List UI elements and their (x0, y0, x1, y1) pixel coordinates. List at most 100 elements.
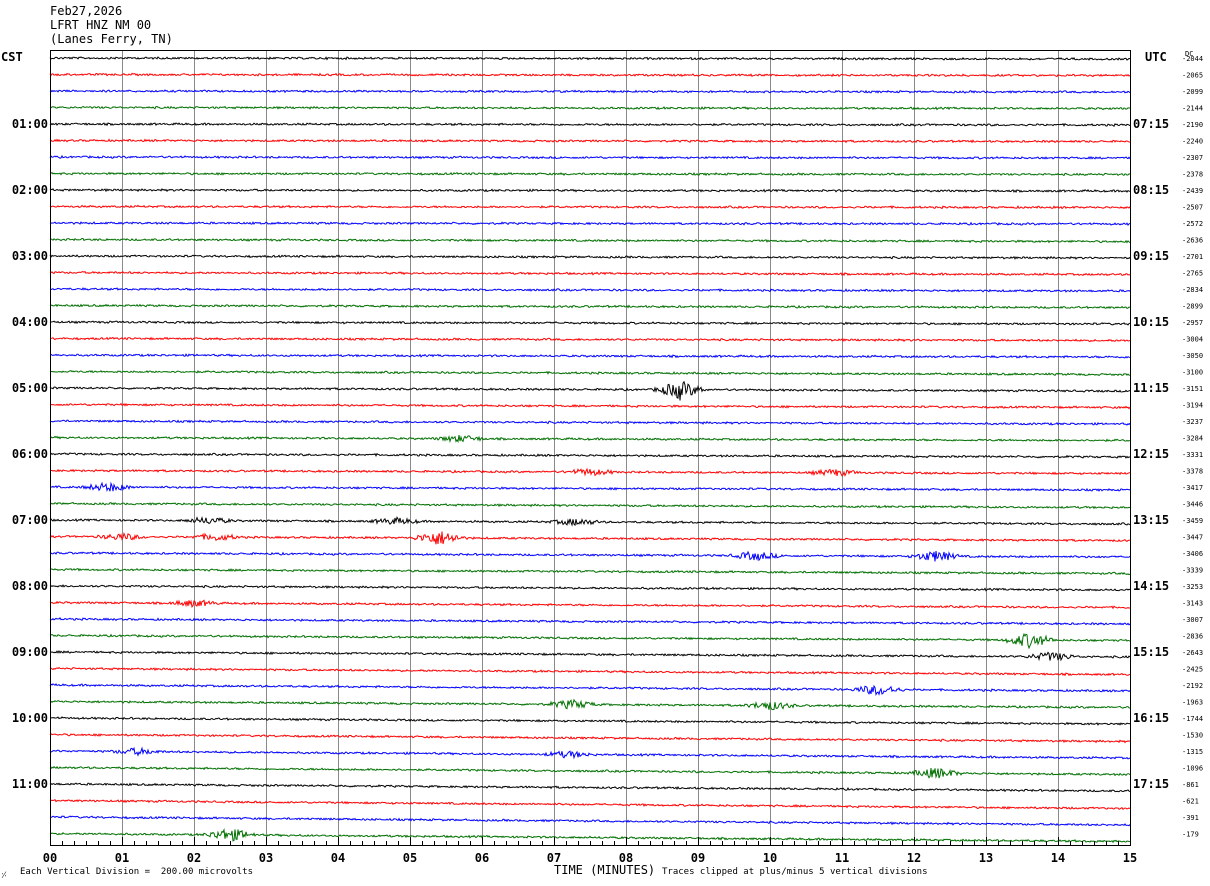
seismic-trace (49, 550, 1131, 562)
dc-offset-label: -3447 (1182, 534, 1203, 542)
dc-offset-label: -3339 (1182, 567, 1203, 575)
dc-offset-label: -1530 (1182, 732, 1203, 740)
dc-offset-label: -2957 (1182, 319, 1203, 327)
seismic-trace (49, 765, 1131, 779)
dc-offset-label: -2572 (1182, 220, 1203, 228)
x-tick-label: 12 (907, 851, 921, 865)
dc-offset-label: -2065 (1182, 72, 1203, 80)
x-axis-title: TIME (MINUTES) (554, 863, 656, 877)
x-tick-label: 03 (259, 851, 273, 865)
seismic-traces (49, 56, 1131, 844)
dc-offset-label: -2192 (1182, 682, 1203, 690)
right-hour-label: 15:15 (1133, 645, 1169, 659)
station-location: (Lanes Ferry, TN) (50, 32, 173, 46)
dc-offset-label: -3331 (1182, 451, 1203, 459)
right-hour-label: 10:15 (1133, 315, 1169, 329)
left-hour-label: 06:00 (12, 447, 48, 461)
dc-offset-label: -2834 (1182, 286, 1203, 294)
seismic-trace (49, 188, 1131, 194)
seismic-trace (49, 237, 1131, 244)
x-tick-label: 14 (1051, 851, 1065, 865)
seismic-trace (50, 353, 1131, 359)
left-hour-label: 05:00 (12, 381, 48, 395)
clip-note: Traces clipped at plus/minus 5 vertical … (662, 867, 928, 877)
dc-offset-label: -3378 (1182, 468, 1203, 476)
seismic-trace (49, 501, 1131, 510)
right-timezone-label: UTC (1145, 50, 1167, 64)
left-hour-label: 01:00 (12, 117, 48, 131)
left-hour-label: 10:00 (12, 711, 48, 725)
left-hour-label: 04:00 (12, 315, 48, 329)
x-axis: 00 01 02 03 04 05 06 07 08 09 10 11 12 13 14 15 (43, 837, 1137, 865)
seismic-trace (50, 452, 1131, 459)
seismic-trace (49, 380, 1131, 401)
right-hour-label: 12:15 (1133, 447, 1169, 461)
seismic-trace (49, 105, 1130, 111)
left-hour-label: 07:00 (12, 513, 48, 527)
x-tick-label: 02 (187, 851, 201, 865)
x-tick-label: 06 (475, 851, 489, 865)
left-timezone-label: CST (1, 50, 23, 64)
scale-note: Each Vertical Division = 200.00 microvol… (20, 867, 253, 877)
dc-offset-label: -3406 (1182, 550, 1203, 558)
x-tick-label: 10 (763, 851, 777, 865)
left-hour-label: 02:00 (12, 183, 48, 197)
seismic-trace (49, 516, 1131, 527)
seismic-trace (49, 254, 1131, 260)
seismic-trace (49, 746, 1131, 760)
dc-offset-label: -1963 (1182, 699, 1203, 707)
seismic-trace (49, 56, 1131, 61)
dc-offset-label: -3446 (1182, 501, 1203, 509)
x-tick-label: 13 (979, 851, 993, 865)
dc-offset-label: -3459 (1182, 517, 1203, 525)
dc-offset-label: -3004 (1182, 336, 1203, 344)
dc-offset-label: -3007 (1182, 616, 1203, 624)
dc-offset-label: -3100 (1182, 369, 1203, 377)
plot-frame (50, 50, 1131, 846)
seismic-trace (49, 204, 1131, 210)
x-tick-label: 09 (691, 851, 705, 865)
x-tick-label: 07 (547, 851, 561, 865)
right-hour-label: 14:15 (1133, 579, 1169, 593)
dc-offset-label: -1096 (1182, 765, 1203, 773)
dc-offset-label: -2765 (1182, 270, 1203, 278)
right-hour-label: 17:15 (1133, 777, 1169, 791)
seismic-trace (49, 270, 1131, 277)
right-hour-label: 16:15 (1133, 711, 1169, 725)
right-hour-label: 09:15 (1133, 249, 1169, 263)
grid-lines (122, 50, 1059, 845)
seismic-trace (49, 782, 1131, 793)
dc-offset-label: -179 (1182, 831, 1199, 839)
seismic-trace (49, 89, 1131, 94)
plot-border (50, 50, 1131, 846)
dc-offset-label: -2439 (1182, 187, 1203, 195)
seismic-trace (49, 599, 1131, 610)
x-tick-label: 05 (403, 851, 417, 865)
seismic-trace (49, 402, 1131, 410)
dc-offset-label: -3143 (1182, 600, 1203, 608)
seismic-trace (50, 467, 1131, 477)
dc-offset-label: -2507 (1182, 204, 1203, 212)
dc-offset-label: -621 (1182, 798, 1199, 806)
small-logo-icon: ⸓ (1, 871, 7, 881)
x-tick-label: 11 (835, 851, 849, 865)
chart-date: Feb27,2026 (50, 4, 123, 18)
right-hour-label: 11:15 (1133, 381, 1169, 395)
dc-offset-label: -3050 (1182, 352, 1203, 360)
dc-offset-label: -861 (1182, 781, 1199, 789)
seismic-trace (49, 567, 1131, 576)
dc-offset-label: -3237 (1182, 418, 1203, 426)
seismic-trace (50, 632, 1131, 650)
dc-offset-label: -391 (1182, 814, 1199, 822)
dc-offset-label: -2190 (1182, 121, 1203, 129)
x-tick-label: 08 (619, 851, 633, 865)
right-hour-label: 08:15 (1133, 183, 1169, 197)
seismic-trace (49, 72, 1131, 78)
dc-offset-label: -2240 (1182, 138, 1203, 146)
seismic-trace (49, 617, 1131, 626)
seismic-trace (49, 698, 1131, 711)
dc-offset-label: -2899 (1182, 303, 1203, 311)
seismic-trace (49, 799, 1131, 811)
dc-offset-label: -3284 (1182, 435, 1203, 443)
seismic-trace (49, 815, 1131, 827)
